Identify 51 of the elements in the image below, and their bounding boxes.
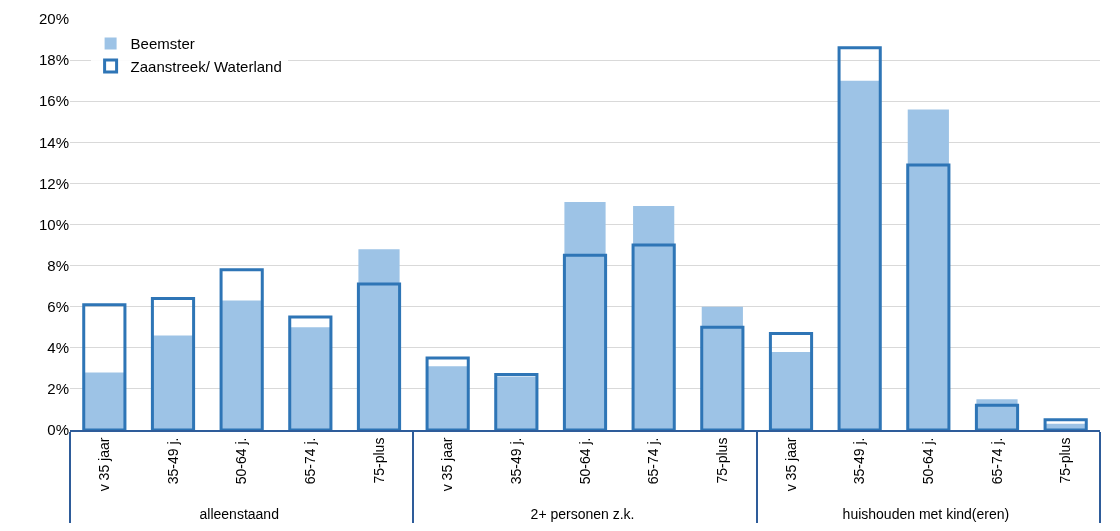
y-tick-label: 20% [38,10,69,28]
y-tick-label: 6% [47,297,69,315]
legend-label: Zaanstreek/ Waterland [130,57,282,75]
y-tick-label: 10% [38,215,69,233]
x-tick-label: 65-74 j. [301,437,318,485]
bar [1043,418,1088,430]
bar [906,163,951,430]
text: huishouden met kind(eren) [842,505,1010,522]
bar [562,253,608,430]
x-tick-label: 50-64 j. [919,437,936,485]
x-tick-label: v 35 jaar [782,437,799,492]
bar [82,303,127,430]
y-tick-label: 0% [47,421,69,439]
y-tick-label: 12% [38,174,69,192]
text: 2+ personen z.k. [530,505,635,522]
y-tick-label: 8% [47,256,69,274]
x-tick-label: 50-64 j. [233,437,250,485]
bar [907,109,949,430]
y-tick-label: 4% [47,339,69,357]
x-tick-label: 75-plus [370,437,387,484]
bar [356,282,402,430]
x-tick-label: v 35 jaar [439,437,456,492]
x-tick-label: 50-64 j. [576,437,593,485]
bar [150,296,196,430]
x-tick-label: 65-74 j. [645,437,662,485]
bar [701,306,743,430]
y-tick-label: 2% [47,380,69,398]
x-tick-label: 75-plus [1057,437,1074,484]
bar [219,268,264,430]
bar [700,325,745,430]
bar [221,300,263,430]
bar [83,372,125,430]
y-tick-label: 14% [38,133,69,151]
y-tick-label: 18% [38,51,69,69]
x-tick-label: 35-49 j. [164,437,181,485]
bar [289,327,331,430]
bar [288,315,333,430]
bar [564,201,606,430]
text: alleenstaand [199,505,279,522]
x-tick-label: 65-74 j. [988,437,1005,485]
bar [425,356,470,430]
x-tick-label: v 35 jaar [95,437,112,492]
bar [633,206,675,430]
y-tick-label: 16% [38,92,69,110]
bar [152,335,194,430]
bar [768,331,814,430]
legend-label: Beemster [130,35,195,53]
x-tick-label: 35-49 j. [507,437,524,485]
x-tick-label: 35-49 j. [851,437,868,485]
x-tick-label: 75-plus [713,437,730,484]
bar [631,243,676,430]
